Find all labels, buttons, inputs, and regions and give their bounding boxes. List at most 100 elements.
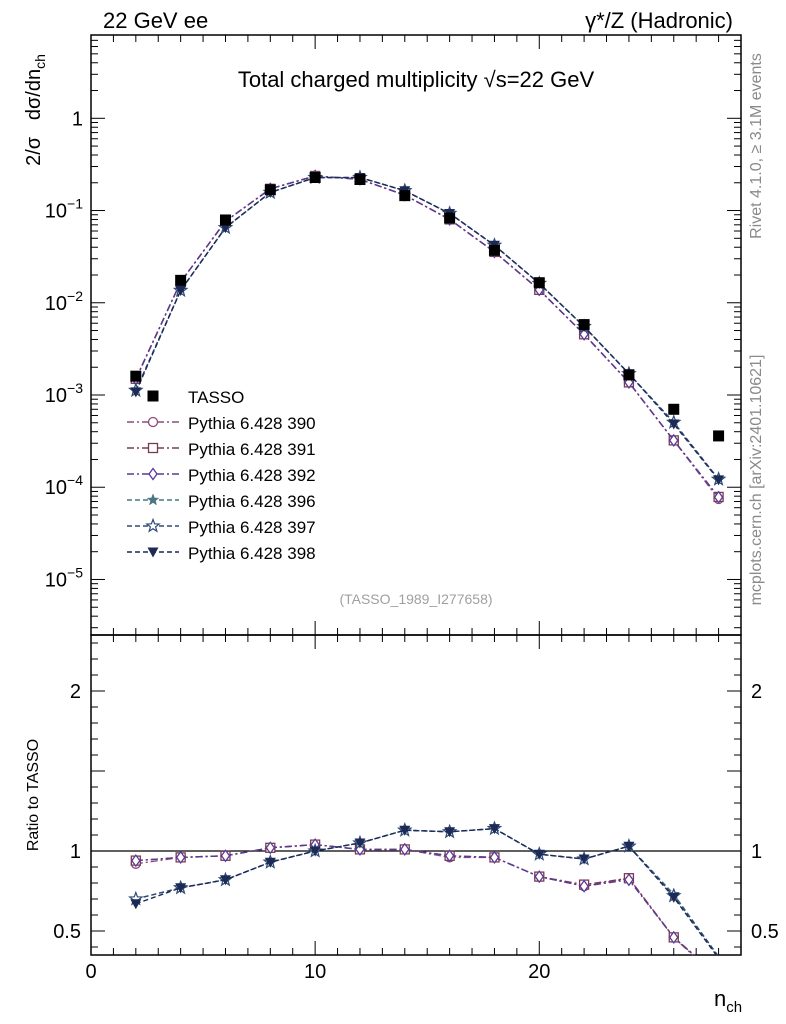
legend-marker-tasso (147, 390, 159, 402)
ratio-series-point (578, 854, 590, 865)
legend-label: Pythia 6.428 397 (188, 518, 316, 537)
ratio-series-point (399, 825, 411, 836)
main-y-ticks: 1 10−1 10−2 10−3 10−4 10−5 (45, 34, 741, 629)
header-right: γ*/Z (Hadronic) (585, 8, 733, 33)
legend: TASSO Pythia 6.428 390 Pythia 6.428 391 Pyt… (127, 388, 316, 563)
legend-label: TASSO (188, 388, 244, 407)
main-series-point (219, 223, 231, 234)
ratio-series-point (534, 869, 545, 884)
ratio-series-line (135, 843, 695, 955)
ratio-series-point (354, 838, 366, 849)
x-tick-label: 20 (528, 961, 550, 983)
rivet-version-label: Rivet 4.1.0, ≥ 3.1M events (748, 53, 765, 239)
tasso-point (668, 403, 680, 415)
legend-marker (148, 467, 158, 481)
legend-entry-2: Pythia 6.428 391 (127, 440, 316, 459)
legend-entry-6: Pythia 6.428 398 (127, 544, 316, 563)
legend-label: Pythia 6.428 396 (188, 492, 316, 511)
main-series-point (130, 387, 142, 398)
ratio-y-tick-label: 0.5 (53, 921, 81, 943)
main-y-tick-label: 10−3 (45, 380, 83, 407)
ratio-series-6 (130, 824, 718, 955)
tasso-point (488, 244, 500, 256)
ratio-series-1 (130, 839, 694, 955)
legend-marker (146, 493, 160, 506)
tasso-point (578, 319, 590, 331)
header-left: 22 GeV ee (103, 8, 208, 33)
main-y-label-text: 2/σ dσ/dnch (23, 54, 48, 166)
ratio-y-tick-label-right: 2 (751, 681, 762, 703)
ratio-series-point (668, 930, 679, 945)
x-axis-label: nch (714, 986, 742, 1016)
ratio-y-tick-label-right: 1 (751, 841, 762, 863)
legend-marker (145, 517, 161, 533)
legend-label: Pythia 6.428 390 (188, 414, 316, 433)
legend-label: Pythia 6.428 391 (188, 440, 316, 459)
main-series-5 (128, 169, 727, 486)
tasso-point (354, 173, 366, 185)
ratio-series-point (488, 824, 500, 835)
ratio-series-point (131, 853, 141, 868)
main-series-point (668, 419, 680, 430)
ratio-series-point (309, 846, 321, 857)
ratio-y-tick-label-right: 0.5 (751, 921, 779, 943)
ratio-series-point (489, 850, 500, 865)
tasso-point (444, 212, 456, 224)
ratio-series-point (220, 849, 231, 863)
main-y-tick-label: 10−4 (45, 472, 83, 499)
main-y-axis-label: 2/σ dσ/dnch (23, 54, 48, 166)
tasso-point (264, 184, 276, 196)
legend-marker (147, 442, 159, 454)
mcplots-label: mcplots.cern.ch [arXiv:2401.10621] (748, 355, 765, 606)
main-series-point (579, 327, 589, 341)
chart-title: Total charged multiplicity √s=22 GeV (238, 67, 595, 92)
ratio-x-ticks: 0 10 20 (85, 635, 742, 983)
ratio-series-point (444, 827, 456, 838)
ratio-y-axis-label: Ratio to TASSO (25, 739, 42, 851)
ratio-series-point (264, 857, 276, 868)
ratio-series-point (130, 899, 142, 910)
legend-marker (147, 416, 159, 428)
main-series-4 (129, 170, 725, 485)
main-y-tick-label: 10−2 (45, 288, 83, 315)
ratio-series-point (399, 842, 410, 857)
x-label-text: nch (714, 986, 742, 1016)
main-y-tick-label: 10−1 (45, 196, 83, 223)
ratio-series-line (135, 843, 696, 955)
legend-entry-5: Pythia 6.428 397 (127, 517, 316, 537)
legend-entry-4: Pythia 6.428 396 (127, 492, 316, 511)
ratio-series-point (579, 879, 589, 893)
main-series-line (135, 176, 720, 480)
ratio-series-line (135, 843, 694, 955)
main-series-point (668, 433, 679, 447)
analysis-id: (TASSO_1989_I277658) (339, 591, 492, 607)
x-tick-label: 10 (304, 961, 326, 983)
x-tick-label: 0 (85, 961, 96, 983)
legend-entry-1: Pythia 6.428 390 (127, 414, 316, 433)
main-series-point (713, 490, 724, 504)
ratio-series-3 (131, 837, 695, 955)
tasso-point (219, 214, 231, 226)
main-series-point (175, 285, 187, 296)
legend-label: Pythia 6.428 398 (188, 544, 316, 563)
ratio-series-point (175, 883, 187, 894)
main-x-ticks (90, 35, 742, 635)
legend-entry-tasso: TASSO (147, 388, 244, 407)
main-y-tick-label: 10−5 (45, 564, 83, 591)
ratio-y-ticks: 0.5 0.5 1 1 2 2 (53, 642, 779, 948)
tasso-point (623, 369, 635, 381)
ratio-y-tick-label: 1 (70, 841, 81, 863)
legend-marker (147, 547, 159, 558)
main-y-tick-label: 1 (72, 108, 83, 130)
tasso-point (175, 274, 187, 286)
ratio-series-point (444, 849, 455, 863)
ratio-series-point (219, 875, 231, 886)
tasso-data-points (130, 172, 725, 442)
tasso-point (533, 277, 545, 289)
ratio-series-point (175, 850, 186, 865)
ratio-series-line (135, 827, 719, 955)
ratio-series-point (668, 892, 680, 903)
tasso-point (130, 370, 142, 382)
ratio-series-point (623, 841, 635, 852)
